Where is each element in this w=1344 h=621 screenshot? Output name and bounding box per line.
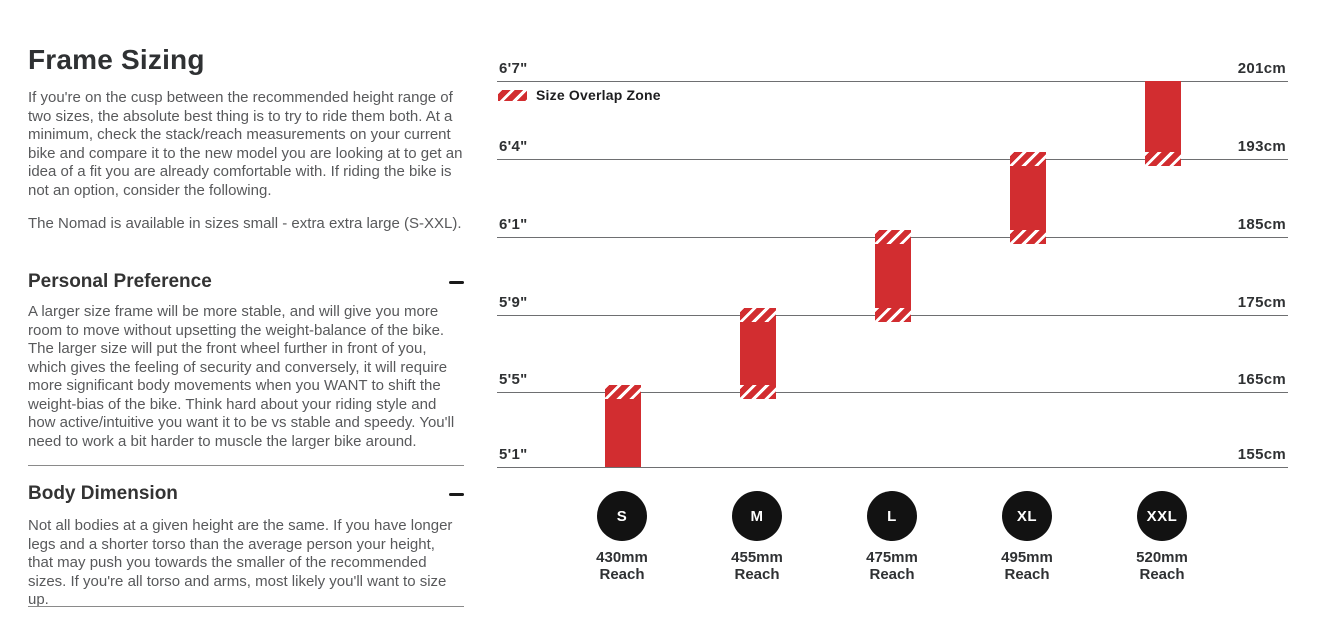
overlap-hatch-icon bbox=[1010, 230, 1046, 244]
section-heading-personal-preference: Personal Preference bbox=[28, 271, 212, 292]
intro-paragraph: If you're on the cusp between the recomm… bbox=[28, 89, 463, 199]
size-bar-l bbox=[875, 230, 911, 322]
accordion-header-personal-preference[interactable]: Personal Preference bbox=[28, 270, 464, 294]
size-bar-xxl bbox=[1145, 81, 1181, 166]
reach-value: 475mm bbox=[866, 549, 918, 566]
size-bar-xl bbox=[1010, 152, 1046, 244]
overlap-hatch-icon bbox=[875, 230, 911, 244]
minus-icon[interactable] bbox=[449, 492, 464, 496]
reach-value: 430mm bbox=[596, 549, 648, 566]
overlap-hatch-icon bbox=[740, 385, 776, 399]
reach-word: Reach bbox=[869, 566, 915, 583]
size-bar-m bbox=[740, 308, 776, 399]
reach-label-xxl: 520mm Reach bbox=[1117, 549, 1207, 583]
reach-value: 455mm bbox=[731, 549, 783, 566]
size-bar-s bbox=[605, 385, 641, 467]
reach-value: 520mm bbox=[1136, 549, 1188, 566]
overlap-hatch-icon bbox=[1010, 152, 1046, 166]
height-tick-left: 6'1" bbox=[499, 216, 528, 233]
frame-sizing-chart: 6'7" 6'4" 6'1" 5'9" 5'5" 5'1" 201cm 193c… bbox=[497, 0, 1288, 621]
legend-label: Size Overlap Zone bbox=[536, 87, 661, 103]
size-badge-xxl: XXL bbox=[1137, 491, 1187, 541]
reach-label-m: 455mm Reach bbox=[712, 549, 802, 583]
height-tick-right: 185cm bbox=[1237, 216, 1286, 233]
reach-word: Reach bbox=[734, 566, 780, 583]
section-heading-body-dimension: Body Dimension bbox=[28, 483, 178, 504]
sizing-text-column: Frame Sizing If you're on the cusp betwe… bbox=[28, 0, 464, 621]
reach-value: 495mm bbox=[1001, 549, 1053, 566]
height-gridline bbox=[497, 467, 1288, 468]
height-gridline bbox=[497, 159, 1288, 160]
height-tick-right: 165cm bbox=[1237, 371, 1286, 388]
section-divider bbox=[28, 465, 464, 466]
reach-label-l: 475mm Reach bbox=[847, 549, 937, 583]
overlap-hatch-icon bbox=[1145, 152, 1181, 166]
height-tick-left: 5'9" bbox=[499, 294, 528, 311]
overlap-hatch-icon bbox=[740, 308, 776, 322]
accordion-header-body-dimension[interactable]: Body Dimension bbox=[28, 482, 464, 506]
height-tick-right: 175cm bbox=[1237, 294, 1286, 311]
size-badge-s: S bbox=[597, 491, 647, 541]
size-overlap-hatch-icon bbox=[498, 89, 527, 101]
reach-word: Reach bbox=[599, 566, 645, 583]
section-divider bbox=[28, 606, 464, 607]
height-tick-right: 193cm bbox=[1237, 138, 1286, 155]
size-badge-m: M bbox=[732, 491, 782, 541]
reach-word: Reach bbox=[1004, 566, 1050, 583]
height-tick-right: 155cm bbox=[1237, 446, 1286, 463]
overlap-hatch-icon bbox=[605, 385, 641, 399]
minus-icon[interactable] bbox=[449, 280, 464, 284]
height-tick-left: 6'7" bbox=[499, 60, 528, 77]
height-gridline bbox=[497, 392, 1288, 393]
height-tick-right: 201cm bbox=[1237, 60, 1286, 77]
availability-note: The Nomad is available in sizes small - … bbox=[28, 215, 462, 232]
height-tick-left: 5'1" bbox=[499, 446, 528, 463]
height-tick-left: 5'5" bbox=[499, 371, 528, 388]
reach-label-xl: 495mm Reach bbox=[982, 549, 1072, 583]
size-badge-xl: XL bbox=[1002, 491, 1052, 541]
size-badge-l: L bbox=[867, 491, 917, 541]
personal-preference-body: A larger size frame will be more stable,… bbox=[28, 303, 455, 450]
reach-label-s: 430mm Reach bbox=[577, 549, 667, 583]
body-dimension-body: Not all bodies at a given height are the… bbox=[28, 517, 453, 608]
reach-word: Reach bbox=[1139, 566, 1185, 583]
page-title: Frame Sizing bbox=[28, 44, 205, 75]
overlap-hatch-icon bbox=[875, 308, 911, 322]
height-tick-left: 6'4" bbox=[499, 138, 528, 155]
chart-legend: Size Overlap Zone bbox=[498, 85, 661, 105]
height-gridline bbox=[497, 81, 1288, 82]
